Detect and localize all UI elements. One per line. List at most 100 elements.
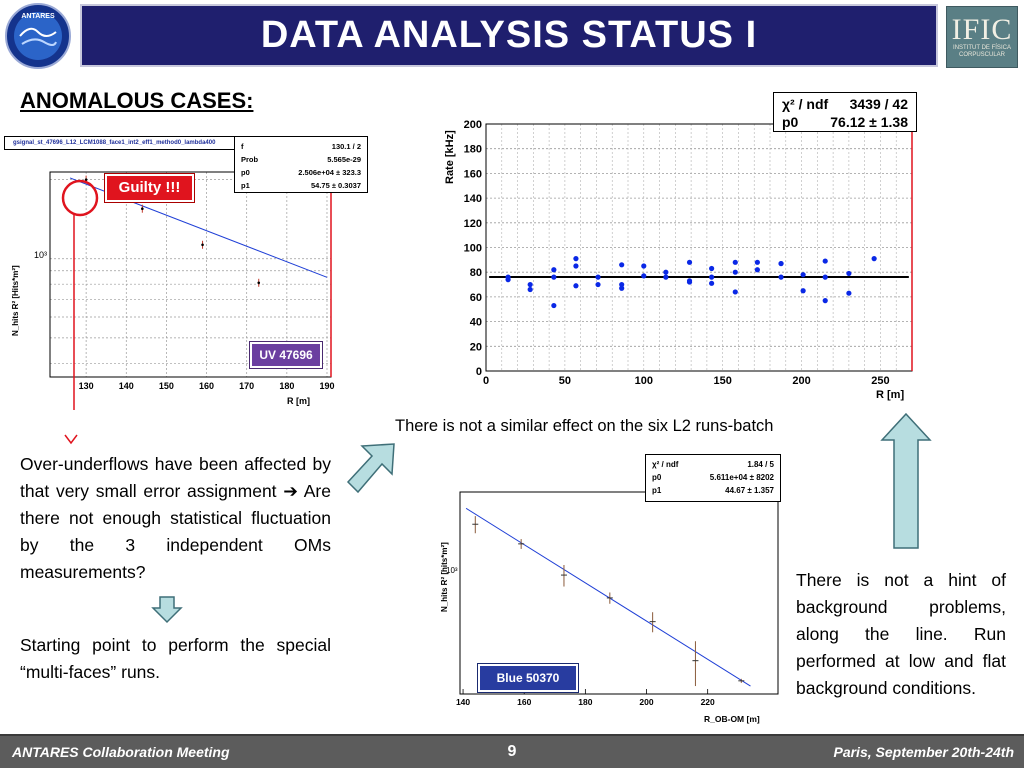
left-paragraph: Over-underflows have been affected by th… bbox=[20, 454, 331, 582]
left-stat-label-1: f bbox=[241, 142, 244, 151]
red-arrowhead-icon bbox=[64, 434, 78, 445]
right-data-point bbox=[551, 267, 557, 273]
right-data-point bbox=[663, 274, 669, 280]
right-x-ticks: 0 50 100 150 200 250 bbox=[483, 375, 890, 387]
right-data-point bbox=[527, 281, 533, 288]
left-stat-value-3: 2.506e+04 ± 323.3 bbox=[298, 168, 361, 177]
left-stats-box: f 130.1 / 2 Prob 5.565e-29 p0 2.506e+04 ± 3… bbox=[234, 136, 368, 193]
svg-text:ANTARES: ANTARES bbox=[21, 13, 55, 20]
left-stat-value-1: 130.1 / 2 bbox=[331, 142, 361, 151]
right-data-point bbox=[595, 274, 601, 280]
left-x-tick: 160 bbox=[199, 381, 214, 391]
right-y-tick: 140 bbox=[464, 193, 482, 205]
right-plot-svg: 0 20 40 60 80 100 120 140 160 180 200 0 50 100 150 200… bbox=[444, 119, 913, 401]
right-y-tick: 100 bbox=[464, 243, 482, 255]
left-x-tick: 180 bbox=[279, 381, 294, 391]
right-data-point bbox=[595, 281, 601, 288]
right-data-point bbox=[754, 267, 760, 273]
right-x-tick: 0 bbox=[483, 375, 489, 387]
right-stat-value-1: 3439 / 42 bbox=[849, 96, 908, 112]
right-data-point bbox=[505, 277, 511, 283]
right-stat-label-1: χ² / ndf bbox=[782, 96, 829, 112]
bottom-stat-value-2: 5.611e+04 ± 8202 bbox=[709, 473, 774, 482]
left-run-label: UV 47696 bbox=[249, 341, 323, 369]
right-y-label: Rate [kHz] bbox=[444, 130, 456, 184]
diagonal-arrow-icon bbox=[346, 443, 395, 494]
left-stat-value-4: 54.75 ± 0.3037 bbox=[311, 181, 361, 190]
right-x-tick: 150 bbox=[713, 375, 731, 387]
right-data-point bbox=[846, 290, 852, 296]
right-x-label: R [m] bbox=[876, 389, 904, 401]
right-data-point bbox=[754, 259, 760, 265]
right-plot-panel: 0 20 40 60 80 100 120 140 160 180 200 0 50 100 150 200… bbox=[436, 92, 920, 406]
bottom-stats-box: χ² / ndf 1.84 / 5 p0 5.611e+04 ± 8202 p1 44… bbox=[645, 454, 781, 502]
right-points bbox=[505, 256, 877, 309]
right-data-point bbox=[573, 283, 579, 289]
right-data-point bbox=[619, 285, 625, 291]
page-title: DATA ANALYSIS STATUS I bbox=[260, 14, 758, 56]
right-data-point bbox=[778, 274, 784, 280]
right-x-tick: 200 bbox=[792, 375, 810, 387]
right-y-tick: 200 bbox=[464, 119, 482, 131]
down-arrow-icon bbox=[151, 596, 183, 624]
left-x-label: R [m] bbox=[287, 396, 310, 406]
left-paragraph-2: Starting point to perform the special “m… bbox=[20, 635, 331, 682]
left-x-tick: 150 bbox=[159, 381, 174, 391]
right-data-point bbox=[800, 272, 806, 278]
right-data-point bbox=[822, 298, 828, 304]
right-data-point bbox=[822, 274, 828, 280]
right-y-tick: 120 bbox=[464, 218, 482, 230]
right-data-point bbox=[641, 263, 647, 269]
bottom-fit-line bbox=[465, 507, 751, 687]
right-paragraph: There is not a hint of background proble… bbox=[796, 570, 1006, 698]
right-data-point bbox=[732, 259, 738, 265]
bottom-x-tick: 160 bbox=[517, 697, 531, 707]
right-plot-grid bbox=[485, 123, 913, 372]
footer: ANTARES Collaboration Meeting 9 Paris, S… bbox=[0, 734, 1024, 768]
right-data-point bbox=[663, 269, 669, 275]
left-x-tick: 130 bbox=[79, 381, 94, 391]
bottom-x-label: R_OB-OM [m] bbox=[704, 714, 760, 724]
guilty-circle bbox=[61, 179, 99, 217]
up-arrow-icon bbox=[880, 412, 932, 549]
right-data-point bbox=[619, 281, 625, 288]
right-stat-label-2: p0 bbox=[782, 114, 799, 130]
right-data-point bbox=[573, 263, 579, 269]
right-y-tick: 60 bbox=[470, 292, 482, 304]
left-data-point bbox=[141, 207, 144, 211]
right-data-point bbox=[822, 258, 828, 264]
right-stat-value-2: 76.12 ± 1.38 bbox=[830, 114, 908, 130]
left-x-tick: 140 bbox=[119, 381, 134, 391]
right-data-point bbox=[709, 265, 715, 272]
antares-logo: ANTARES bbox=[4, 2, 72, 70]
bottom-x-tick: 180 bbox=[578, 697, 592, 707]
right-y-tick: 0 bbox=[476, 366, 482, 378]
bottom-plot-panel: 140 160 180 200 220 10³ N_hits R² [hits*m²] … bbox=[430, 452, 785, 732]
right-data-point bbox=[619, 262, 625, 268]
ific-logo-text: IFIC bbox=[951, 13, 1013, 46]
bottom-x-tick: 200 bbox=[639, 697, 653, 707]
footer-page-number: 9 bbox=[507, 743, 517, 760]
right-data-point bbox=[732, 289, 738, 295]
left-y-tick: 10³ bbox=[34, 250, 47, 260]
right-data-point bbox=[709, 280, 715, 286]
bottom-run-label: Blue 50370 bbox=[477, 663, 579, 693]
left-plot-panel: 130 140 150 160 170 180 190 R [m] 10³ N_hits R… bbox=[4, 136, 368, 436]
right-y-tick: 40 bbox=[470, 317, 482, 329]
bottom-stat-value-1: 1.84 / 5 bbox=[747, 460, 774, 469]
right-data-point bbox=[778, 260, 784, 267]
bottom-y-label: N_hits R² [hits*m²] bbox=[440, 542, 449, 612]
left-x-ticks: 130 140 150 160 170 180 190 bbox=[79, 381, 335, 391]
bottom-stat-label-3: p1 bbox=[652, 486, 662, 495]
ific-logo: IFIC INSTITUT DE FÍSICA CORPUSCULAR bbox=[946, 6, 1018, 68]
bottom-stat-label-1: χ² / ndf bbox=[652, 460, 679, 469]
right-x-tick: 250 bbox=[871, 375, 889, 387]
right-data-point bbox=[686, 259, 693, 265]
right-data-point bbox=[846, 270, 852, 277]
right-y-ticks: 0 20 40 60 80 100 120 140 160 180 200 bbox=[464, 119, 482, 378]
bottom-points bbox=[472, 516, 745, 687]
section-heading: ANOMALOUS CASES: bbox=[20, 88, 254, 113]
title-banner: DATA ANALYSIS STATUS I bbox=[80, 4, 938, 67]
footer-meeting: ANTARES Collaboration Meeting bbox=[12, 744, 230, 760]
left-data-point bbox=[201, 243, 204, 247]
